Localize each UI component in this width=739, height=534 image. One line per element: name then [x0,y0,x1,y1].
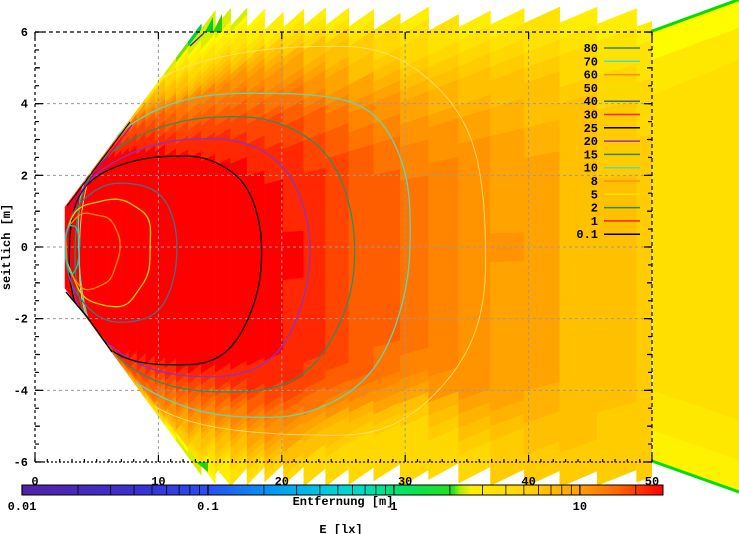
svg-text:-6: -6 [14,456,28,470]
svg-text:8: 8 [591,175,598,189]
svg-text:60: 60 [584,69,598,83]
svg-text:30: 30 [584,109,598,123]
svg-text:70: 70 [584,55,598,69]
svg-text:20: 20 [584,135,598,149]
svg-text:Entfernung [m]: Entfernung [m] [293,495,394,509]
svg-text:seitlich [m]: seitlich [m] [0,204,14,290]
svg-text:10: 10 [584,162,598,176]
svg-text:2: 2 [591,202,598,216]
svg-text:2: 2 [21,169,28,183]
svg-text:-4: -4 [14,384,28,398]
svg-text:80: 80 [584,42,598,56]
svg-text:0: 0 [31,475,38,489]
svg-text:40: 40 [584,95,598,109]
svg-text:0.1: 0.1 [576,228,598,242]
svg-text:6: 6 [21,26,28,40]
svg-text:1: 1 [591,215,598,229]
svg-text:15: 15 [584,148,598,162]
svg-text:1: 1 [390,500,397,514]
svg-text:5: 5 [591,188,598,202]
svg-text:0.1: 0.1 [197,500,219,514]
svg-text:25: 25 [584,122,598,136]
svg-text:4: 4 [21,98,28,112]
svg-text:50: 50 [584,82,598,96]
svg-text:10: 10 [573,500,587,514]
svg-text:-2: -2 [14,313,28,327]
svg-text:0: 0 [21,241,28,255]
svg-text:0.01: 0.01 [8,500,37,514]
svg-text:E [lx]: E [lx] [319,523,362,534]
